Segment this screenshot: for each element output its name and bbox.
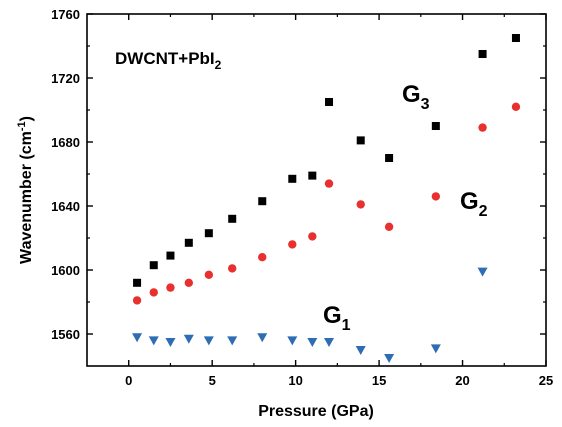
data-point-g2 [478,123,487,132]
data-point-g1 [203,336,214,346]
series-label-g2: G2 [460,188,488,220]
data-point-g3 [511,34,520,42]
data-point-g1 [384,354,395,363]
x-axis-label: Pressure (GPa) [258,403,374,420]
y-tick-label: 1720 [51,71,80,86]
data-point-g1 [355,346,366,355]
y-tick-label: 1560 [51,327,80,342]
series-label-g3: G3 [402,81,430,113]
data-point-g2 [132,296,142,305]
data-point-g2 [431,192,441,201]
x-tick-label: 25 [539,373,553,388]
y-tick-label: 1600 [51,263,80,278]
data-point-g1 [307,338,318,347]
data-point-g3 [149,261,158,270]
y-tick-label: 1760 [51,7,80,22]
x-tick-label: 20 [455,373,469,388]
x-tick-label: 15 [372,373,386,388]
data-point-g2 [166,283,175,292]
plot-frame [86,13,547,367]
data-point-g3 [228,214,237,223]
data-point-g3 [478,50,487,58]
data-point-g1 [430,344,441,354]
data-point-g3 [184,238,193,247]
data-point-g3 [166,251,175,260]
data-point-g3 [133,278,142,287]
annotation-sample: DWCNT+PbI2 [115,49,222,72]
data-point-g3 [356,136,365,145]
data-point-g3 [204,229,213,238]
data-point-g1 [183,334,194,344]
data-point-g2 [288,240,297,249]
data-point-g2 [258,253,267,262]
data-point-g2 [324,179,334,188]
x-tick-label: 10 [288,373,302,388]
data-point-g2 [308,232,317,241]
data-point-g3 [325,98,334,106]
series-label-g1: G1 [323,302,351,334]
annotation-sample-main: DWCNT+PbI [115,49,215,68]
data-point-g2 [228,264,237,273]
data-point-g1 [477,267,488,277]
data-point-g3 [258,197,267,206]
data-point-g1 [257,333,268,343]
data-point-g1 [132,333,143,343]
x-tick-label: 0 [125,373,132,388]
data-point-g1 [165,338,176,347]
data-point-g1 [324,338,335,347]
data-point-g3 [385,154,394,162]
data-point-g2 [511,102,521,112]
y-axis-label: Wavenumber (cm-1) [16,116,35,264]
data-point-g1 [227,336,238,346]
data-point-g3 [308,171,317,180]
data-point-g2 [356,200,365,209]
data-point-g2 [184,278,194,287]
annotation-sample-sub: 2 [215,58,222,72]
data-point-g2 [384,222,394,231]
data-marks [132,34,521,363]
x-tick-label: 5 [209,373,216,388]
data-point-g3 [288,174,297,183]
data-point-g1 [148,336,159,346]
ticks: 0 5 10 15 20 25 1560 1600 1640 1680 1720 1760 [51,7,553,388]
data-point-g2 [204,270,214,279]
data-point-g1 [287,336,298,346]
y-tick-label: 1640 [51,199,80,214]
y-tick-label: 1680 [51,135,80,150]
data-point-g3 [431,122,440,130]
data-point-g2 [149,288,158,297]
